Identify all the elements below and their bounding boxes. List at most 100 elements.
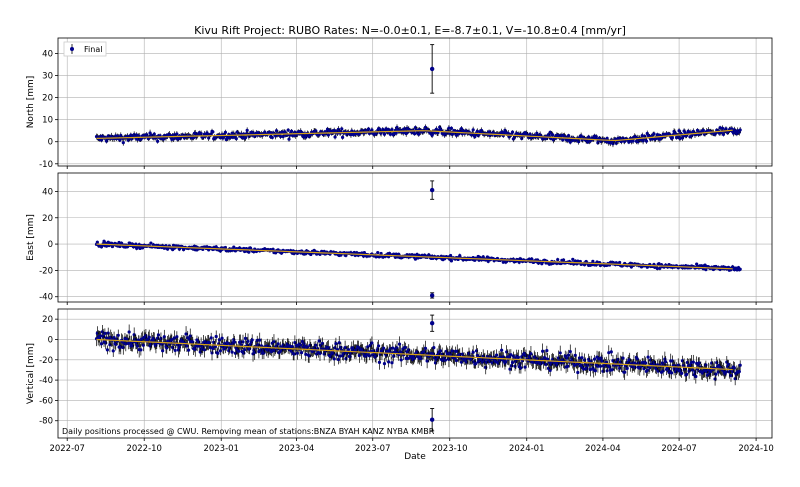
- data-point: [173, 348, 177, 352]
- data-point: [510, 130, 515, 134]
- x-tick-label: 2024-04: [585, 444, 621, 454]
- data-point: [299, 350, 304, 355]
- data-point: [697, 361, 701, 365]
- data-point: [152, 132, 156, 136]
- data-point: [287, 137, 291, 141]
- data-point: [148, 131, 152, 135]
- data-point: [449, 126, 454, 130]
- data-point: [607, 351, 611, 355]
- data-point: [458, 253, 462, 258]
- data-point: [171, 137, 176, 141]
- data-point: [355, 251, 359, 255]
- data-point: [127, 330, 131, 334]
- outlier-point: [429, 293, 435, 298]
- data-point: [566, 364, 570, 368]
- data-point: [561, 138, 565, 142]
- data-point: [283, 130, 287, 134]
- data-point: [326, 133, 330, 137]
- data-point: [299, 343, 303, 347]
- data-point: [258, 338, 262, 342]
- data-point: [241, 340, 245, 344]
- chart-title: Kivu Rift Project: RUBO Rates: N=-0.0±0.…: [194, 24, 626, 37]
- data-point: [721, 126, 725, 130]
- data-point: [366, 127, 371, 131]
- x-tick-label: 2024-01: [509, 444, 545, 454]
- data-point: [701, 128, 705, 133]
- data-point: [394, 131, 398, 135]
- data-point: [243, 336, 248, 340]
- data-point: [211, 346, 215, 351]
- data-point: [609, 350, 613, 354]
- data-point: [367, 354, 371, 358]
- plot-frame: [57, 308, 773, 439]
- data-point: [660, 361, 664, 365]
- data-point: [448, 253, 453, 258]
- data-point: [619, 139, 623, 144]
- legend-box: [63, 41, 107, 57]
- data-point: [454, 358, 459, 363]
- outlier-point: [429, 187, 435, 193]
- x-tick-label: 2022-10: [126, 444, 162, 454]
- data-point: [635, 357, 639, 361]
- data-point: [370, 128, 374, 132]
- y-axis-label: North [mm]: [26, 76, 36, 129]
- data-point: [548, 368, 552, 373]
- data-point: [230, 350, 234, 354]
- data-point: [192, 136, 196, 140]
- data-point: [121, 140, 125, 145]
- data-point: [103, 331, 107, 335]
- data-point: [459, 360, 464, 364]
- data-point: [384, 127, 388, 131]
- data-point: [223, 130, 228, 134]
- data-point: [646, 355, 650, 359]
- data-point: [223, 245, 228, 250]
- data-point: [376, 344, 381, 348]
- data-point: [382, 362, 387, 366]
- data-point: [397, 342, 402, 346]
- y-tick-label: 40: [42, 49, 53, 59]
- data-point: [598, 364, 603, 368]
- data-point: [413, 257, 418, 261]
- data-point: [111, 349, 115, 353]
- data-point: [292, 352, 296, 356]
- data-point: [170, 337, 174, 342]
- legend: Final: [63, 41, 107, 57]
- data-point: [221, 136, 225, 140]
- x-axis-label: Date: [404, 452, 426, 462]
- data-point: [423, 346, 428, 350]
- data-point: [139, 348, 143, 352]
- data-point: [99, 138, 104, 142]
- data-point: [519, 366, 523, 370]
- data-point: [658, 266, 662, 270]
- y-tick-label: 0: [48, 240, 53, 250]
- data-point: [138, 246, 142, 251]
- x-tick-label: 2023-10: [432, 444, 468, 454]
- data-point: [250, 338, 254, 342]
- data-point: [377, 360, 382, 364]
- data-point: [247, 250, 251, 254]
- data-point: [593, 369, 597, 373]
- y-tick-label: -10: [39, 160, 53, 170]
- data-point: [357, 353, 361, 358]
- data-point: [529, 352, 533, 356]
- data-point: [587, 135, 591, 139]
- data-point: [561, 258, 566, 262]
- y-tick-label: 0: [48, 138, 53, 148]
- data-point: [346, 348, 351, 352]
- data-point: [95, 240, 99, 244]
- data-point: [217, 338, 222, 342]
- data-point: [226, 341, 230, 345]
- data-point: [516, 355, 520, 359]
- data-point: [685, 372, 689, 376]
- data-point: [208, 345, 212, 350]
- data-point: [340, 127, 344, 131]
- data-point: [234, 137, 238, 141]
- data-point: [216, 351, 220, 355]
- y-tick-label: 0: [48, 335, 53, 345]
- data-point: [508, 367, 512, 371]
- data-point: [99, 342, 104, 346]
- data-point: [510, 360, 515, 365]
- data-point: [652, 132, 656, 136]
- x-tick-label: 2022-07: [49, 444, 85, 454]
